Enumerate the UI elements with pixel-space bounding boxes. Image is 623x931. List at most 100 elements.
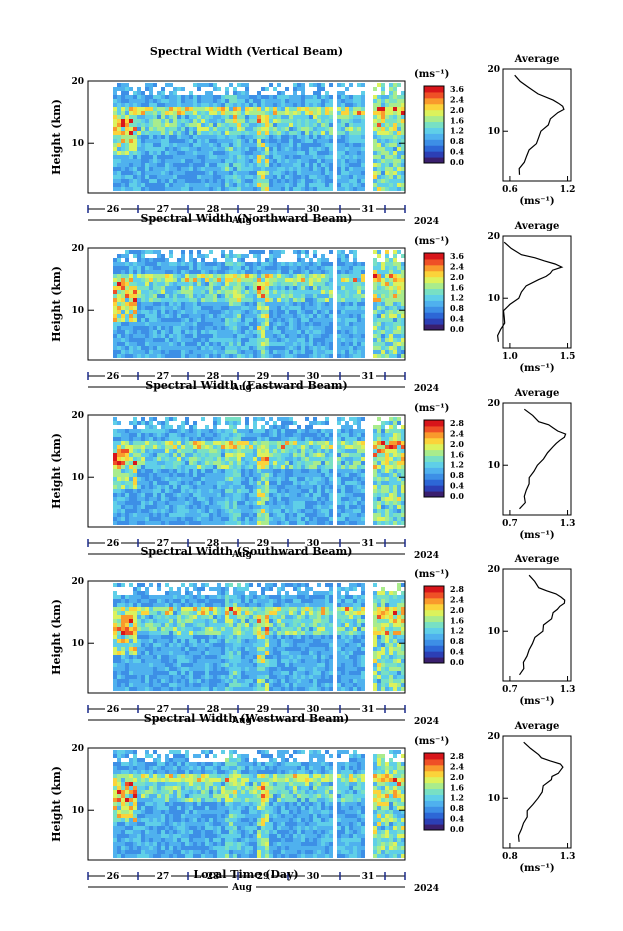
colorbar-tick-label: 0.4 — [450, 647, 464, 657]
colorbar-swatch — [424, 491, 444, 498]
x-axis-label: Local Time (Day) — [193, 868, 298, 881]
colorbar-swatch — [424, 258, 444, 266]
colorbar-swatch — [424, 91, 444, 99]
heatmap-frame — [87, 414, 406, 528]
profile-y-tick-label: 10 — [487, 294, 500, 304]
panel-title: Spectral Width (Northward Beam) — [141, 212, 353, 225]
y-axis-label: Height (km) — [50, 266, 63, 342]
y-axis-label: Height (km) — [50, 766, 63, 842]
colorbar-tick-label: 2.0 — [450, 439, 464, 449]
colorbar-swatch — [424, 586, 444, 593]
colorbar-unit: (ms⁻¹) — [414, 236, 449, 247]
profile-frame — [502, 735, 572, 849]
x-tick-label-bg — [360, 537, 376, 549]
x-tick-label: 30 — [307, 705, 320, 715]
colorbar-frame — [423, 419, 445, 498]
colorbar-tick-label: 1.6 — [450, 782, 464, 792]
x-tick-label-bg — [155, 203, 171, 215]
month-label-bg — [228, 882, 256, 892]
colorbar-swatch — [424, 800, 444, 807]
colorbar-tick-label: 1.2 — [450, 460, 464, 470]
panel-title: Spectral Width (Southward Beam) — [140, 545, 352, 558]
y-axis-label: Height (km) — [50, 99, 63, 175]
colorbar-swatch — [424, 609, 444, 617]
month-label-bg — [228, 382, 256, 392]
month-label-bg — [228, 549, 256, 559]
colorbar-swatch — [424, 151, 444, 158]
colorbar-unit: (ms⁻¹) — [414, 736, 449, 747]
colorbar-tick-label: 1.6 — [450, 282, 464, 292]
y-tick-label: 20 — [71, 244, 84, 254]
x-tick-label-bg — [305, 370, 321, 382]
x-tick-label-bg — [155, 537, 171, 549]
colorbar-swatch — [424, 133, 444, 140]
heatmap-frame — [87, 80, 406, 194]
profile-line — [517, 741, 564, 842]
profile-y-tick-label: 20 — [487, 565, 500, 575]
colorbar-swatch — [424, 443, 444, 451]
profile-line — [519, 408, 567, 510]
x-tick-label-bg — [255, 370, 271, 382]
colorbar-swatch — [424, 420, 444, 427]
x-tick-label-bg — [305, 703, 321, 715]
profile-title: Average — [514, 221, 560, 232]
x-tick-label: 27 — [157, 705, 170, 715]
x-tick-label-bg — [105, 203, 121, 215]
x-tick-label-bg — [305, 537, 321, 549]
colorbar-swatch — [424, 758, 444, 766]
profile-line — [519, 574, 566, 676]
colorbar-swatch — [424, 425, 444, 433]
panel-3: Spectral Width (Southward Beam) 20 10 Heigh… — [50, 545, 575, 727]
heatmap-cells — [113, 83, 405, 191]
colorbar-tick-label: 2.0 — [450, 105, 464, 115]
x-tick-label-bg — [255, 537, 271, 549]
x-tick-label: 27 — [157, 539, 170, 549]
colorbar-swatch — [424, 657, 444, 664]
x-tick-label: 31 — [362, 539, 375, 549]
profile-x-tick-label: 1.0 — [502, 352, 518, 362]
x-tick-label: 29 — [257, 539, 270, 549]
profile-unit: (ms⁻¹) — [519, 863, 554, 874]
colorbar-tick-label: 0.8 — [450, 136, 464, 146]
colorbar-swatch — [424, 431, 444, 439]
x-tick-label-bg — [305, 870, 321, 882]
x-tick-label: 26 — [107, 205, 120, 215]
colorbar-tick-label: 2.4 — [450, 261, 464, 271]
y-tick-label: 20 — [71, 411, 84, 421]
colorbar-swatch — [424, 312, 444, 319]
colorbar-tick-label: 2.0 — [450, 272, 464, 282]
colorbar-tick-label: 0.0 — [450, 657, 464, 667]
profile-line — [514, 74, 565, 175]
profile-y-tick-label: 20 — [487, 399, 500, 409]
profile-x-tick-label: 1.5 — [560, 352, 576, 362]
year-label: 2024 — [414, 717, 439, 727]
colorbar-tick-label: 1.2 — [450, 126, 464, 136]
colorbar-swatch — [424, 109, 444, 117]
month-label: Aug — [231, 550, 253, 560]
panel-1: Spectral Width (Northward Beam) 20 10 Heigh… — [50, 212, 575, 394]
colorbar-swatch — [424, 145, 444, 152]
colorbar-swatch — [424, 282, 444, 290]
colorbar-swatch — [424, 591, 444, 599]
colorbar-swatch — [424, 449, 444, 457]
x-tick-label: 30 — [307, 205, 320, 215]
colorbar-swatch — [424, 485, 444, 492]
heatmap-frame — [87, 580, 406, 694]
colorbar-swatch — [424, 264, 444, 272]
colorbar-tick-label: 1.2 — [450, 793, 464, 803]
colorbar-swatch — [424, 806, 444, 813]
colorbar-tick-label: 0.4 — [450, 814, 464, 824]
profile-title: Average — [514, 388, 560, 399]
x-tick-label-bg — [205, 703, 221, 715]
colorbar-tick-label: 0.0 — [450, 824, 464, 834]
x-tick-label-bg — [205, 870, 221, 882]
colorbar-tick-label: 2.4 — [450, 761, 464, 771]
x-tick-label: 28 — [207, 372, 220, 382]
x-tick-label: 26 — [107, 539, 120, 549]
colorbar-swatch — [424, 318, 444, 325]
colorbar-tick-label: 0.4 — [450, 147, 464, 157]
colorbar-swatch — [424, 294, 444, 301]
panel-2: Spectral Width (Eastward Beam) 20 10 Height… — [50, 379, 575, 561]
colorbar-swatch — [424, 597, 444, 605]
x-tick-label-bg — [360, 203, 376, 215]
